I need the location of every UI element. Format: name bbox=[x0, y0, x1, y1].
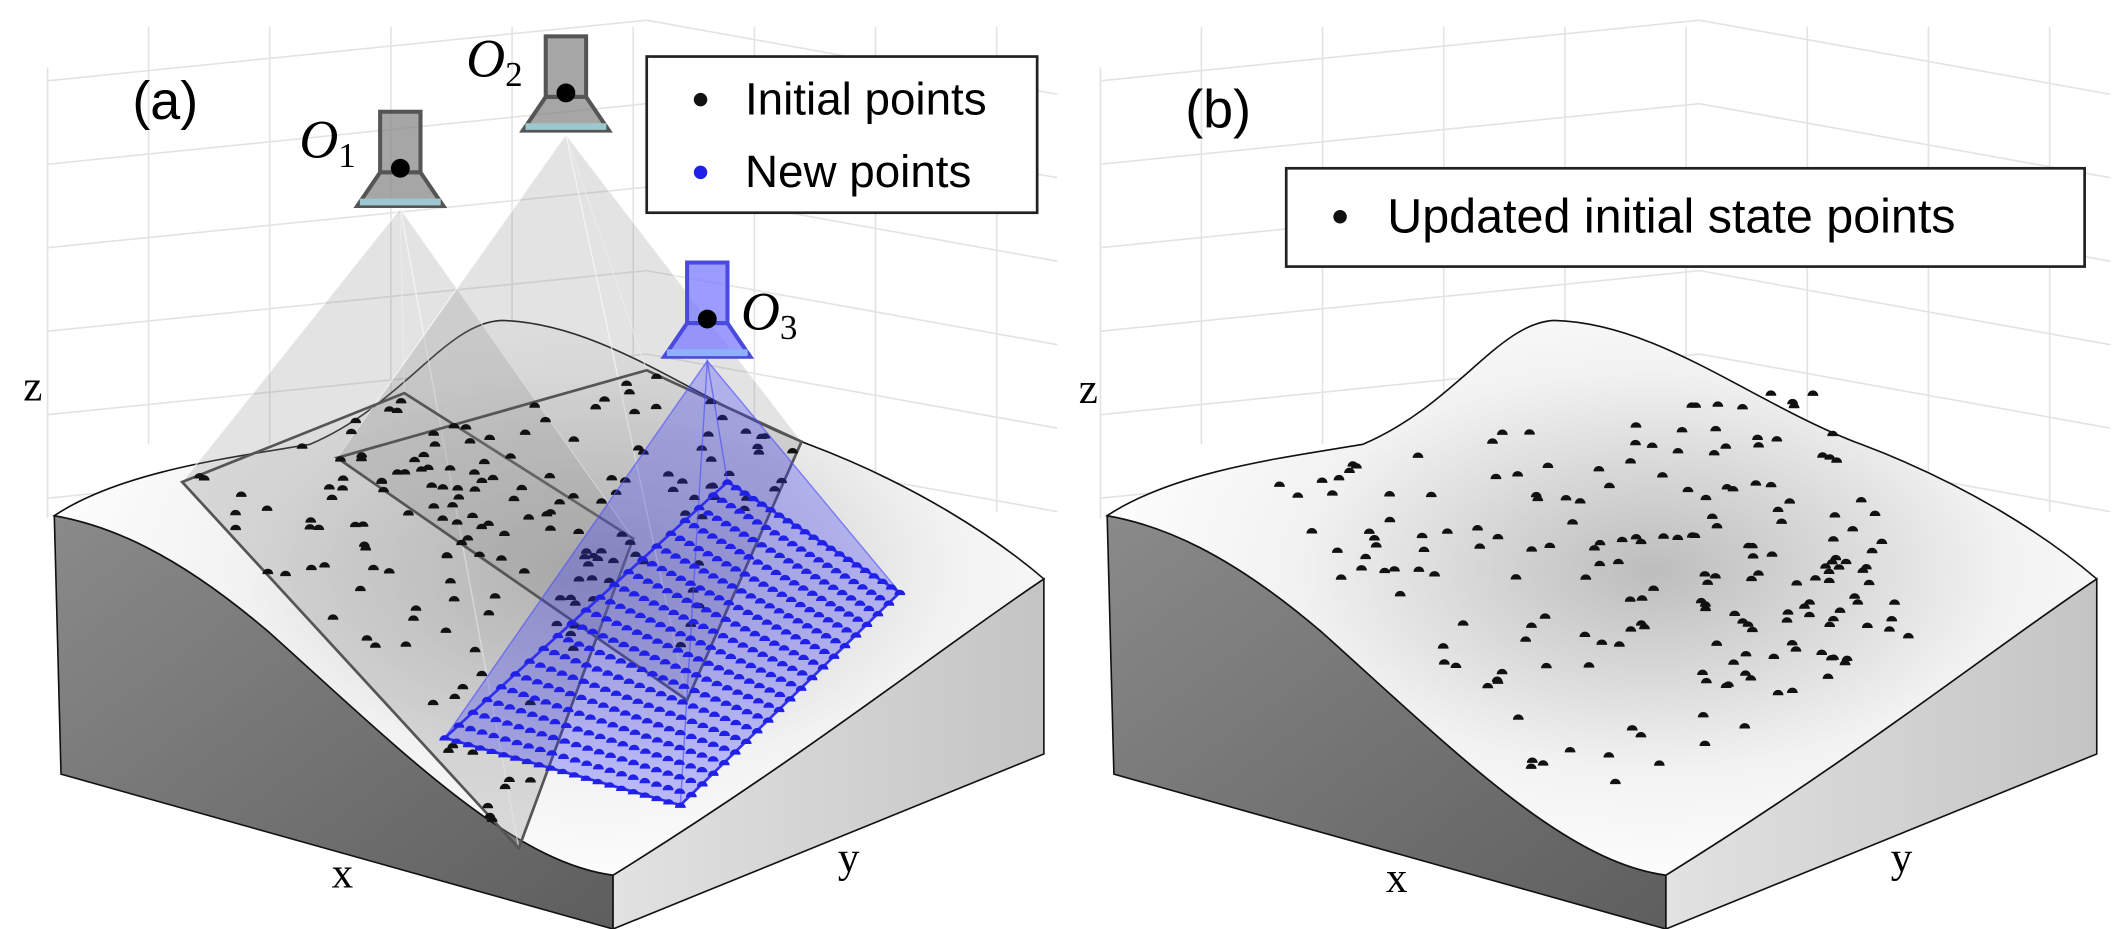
grid-line bbox=[1100, 271, 1699, 332]
grid-line bbox=[1700, 271, 2111, 345]
grid-line bbox=[1700, 104, 2111, 178]
camera: O1 bbox=[299, 110, 443, 206]
camera-subscript: 1 bbox=[338, 136, 355, 175]
camera-letter: O bbox=[299, 110, 338, 170]
legend-marker bbox=[694, 93, 707, 106]
camera-label: O3 bbox=[741, 282, 797, 347]
axis-label: z bbox=[23, 363, 42, 410]
legend-marker bbox=[1333, 210, 1346, 223]
legend-label: Initial points bbox=[745, 73, 987, 124]
camera-label: O2 bbox=[466, 29, 522, 94]
camera-letter: O bbox=[466, 29, 505, 89]
panel-b: (b) Updated initial state points x y z bbox=[1079, 20, 2110, 929]
axis-label: x bbox=[1386, 855, 1408, 902]
camera-subscript: 2 bbox=[505, 55, 522, 94]
camera-label: O1 bbox=[299, 110, 355, 175]
legend-marker bbox=[694, 166, 707, 179]
figure-layer: O1O2O3(a)Initial pointsNew pointsxyz(b)U… bbox=[23, 20, 2110, 929]
figure: O1O2O3(a)Initial pointsNew pointsxyz(b)U… bbox=[0, 0, 2112, 929]
axis-label: y bbox=[838, 835, 860, 882]
axis-label: z bbox=[1079, 366, 1098, 413]
point bbox=[1766, 390, 1777, 395]
panel-a: O1O2O3(a)Initial pointsNew pointsxyz bbox=[23, 20, 1057, 929]
panel-label: (b) bbox=[1185, 79, 1251, 139]
axis-label: y bbox=[1891, 835, 1913, 882]
grid-line bbox=[1700, 20, 2111, 94]
camera: O2 bbox=[466, 29, 609, 131]
camera-center bbox=[391, 159, 410, 178]
panel-label: (a) bbox=[132, 71, 198, 131]
axis-label: x bbox=[332, 851, 354, 898]
camera-letter: O bbox=[741, 282, 780, 342]
grid-line bbox=[1100, 20, 1699, 81]
legend-label: New points bbox=[745, 146, 971, 197]
camera-center bbox=[698, 310, 717, 329]
legend-label: Updated initial state points bbox=[1387, 189, 1955, 243]
camera-center bbox=[556, 83, 575, 102]
page: {"panels": [ {"label": "(a)", "axes": {"… bbox=[0, 0, 2112, 929]
point bbox=[1808, 390, 1819, 395]
camera-subscript: 3 bbox=[780, 308, 798, 347]
